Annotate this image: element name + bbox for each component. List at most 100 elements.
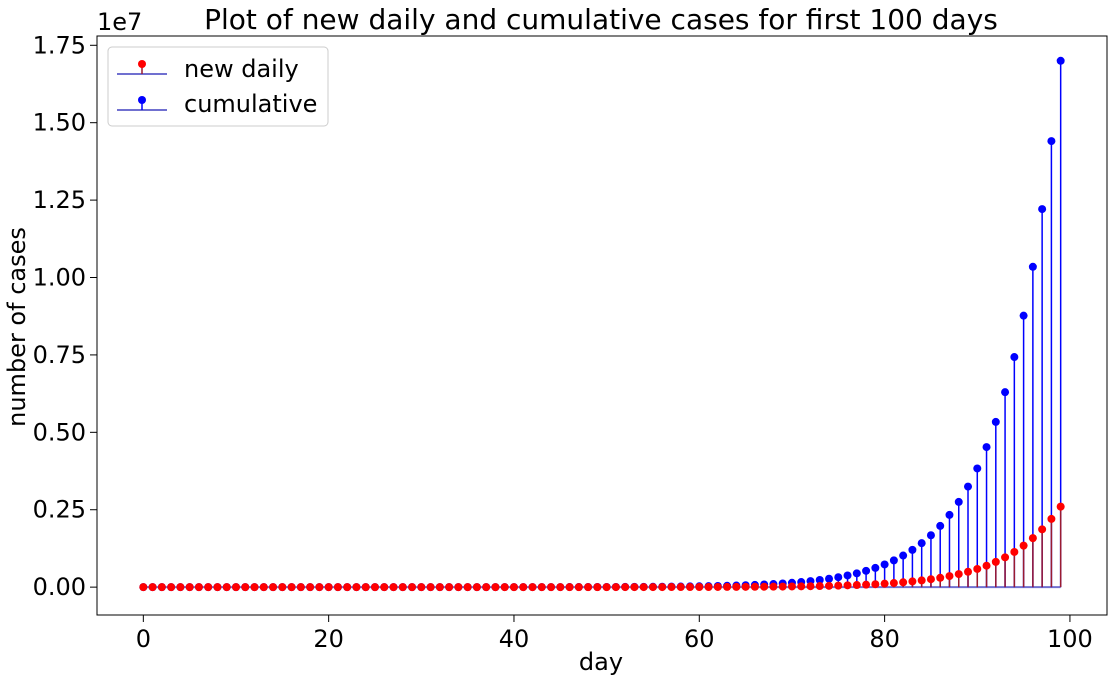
stem-marker	[825, 574, 834, 583]
stem-marker	[991, 417, 1000, 426]
stem-marker	[417, 583, 426, 592]
stem-marker	[574, 583, 583, 592]
stem-marker	[343, 583, 352, 592]
y-tick-label: 1.00	[33, 264, 86, 292]
stem-marker	[834, 573, 843, 582]
stem-marker	[926, 531, 935, 540]
stem-marker	[825, 581, 834, 590]
stem-marker	[194, 583, 203, 592]
stem-marker	[889, 556, 898, 565]
stem-marker	[361, 583, 370, 592]
stem-marker	[241, 583, 250, 592]
stem-marker	[667, 583, 676, 592]
x-tick-label: 100	[1047, 625, 1093, 653]
stem-marker	[917, 576, 926, 585]
stem-marker	[630, 583, 639, 592]
stem-marker	[491, 583, 500, 592]
stem-marker	[435, 583, 444, 592]
stem-marker	[852, 581, 861, 590]
stem-marker	[843, 571, 852, 580]
stem-marker	[1019, 311, 1028, 320]
y-tick-label: 0.50	[33, 418, 86, 446]
x-tick-label: 80	[869, 625, 900, 653]
stem-marker	[1001, 553, 1010, 562]
stem-marker	[852, 569, 861, 578]
stem-marker	[250, 583, 259, 592]
stem-marker	[704, 582, 713, 591]
y-tick-label: 1.50	[33, 109, 86, 137]
stem-marker	[463, 583, 472, 592]
stem-marker	[287, 583, 296, 592]
stem-marker	[213, 583, 222, 592]
stem-marker	[398, 583, 407, 592]
stem-marker	[871, 580, 880, 589]
stem-marker	[889, 579, 898, 588]
stem-marker	[741, 582, 750, 591]
new-daily-series	[139, 502, 1065, 592]
stem-marker	[639, 583, 648, 592]
stem-marker	[769, 582, 778, 591]
stem-marker	[778, 582, 787, 591]
stem-marker	[973, 464, 982, 473]
stem-marker	[936, 573, 945, 582]
stem-marker	[723, 582, 732, 591]
stem-marker	[982, 443, 991, 452]
stem-marker	[333, 583, 342, 592]
stem-marker	[917, 539, 926, 548]
x-tick-label: 0	[136, 625, 151, 653]
stem-marker	[843, 581, 852, 590]
y-tick-label: 1.25	[33, 186, 86, 214]
stem-marker	[991, 557, 1000, 566]
stem-marker	[148, 583, 157, 592]
stem-marker	[454, 583, 463, 592]
y-tick-label: 0.00	[33, 573, 86, 601]
stem-marker	[964, 482, 973, 491]
stem-marker	[686, 583, 695, 592]
stem-marker	[862, 566, 871, 575]
stem-marker	[315, 583, 324, 592]
stem-marker	[954, 497, 963, 506]
stem-marker	[565, 583, 574, 592]
stem-marker	[1019, 541, 1028, 550]
stem-marker	[278, 583, 287, 592]
stem-marker	[389, 583, 398, 592]
stem-marker	[204, 583, 213, 592]
stem-marker	[880, 560, 889, 569]
stem-marker	[658, 583, 667, 592]
legend-cumulative-label: cumulative	[184, 90, 317, 118]
stem-marker	[760, 582, 769, 591]
stem-marker	[593, 583, 602, 592]
y-tick-label: 0.75	[33, 341, 86, 369]
stem-marker	[426, 583, 435, 592]
stem-marker	[954, 570, 963, 579]
stem-marker	[1001, 388, 1010, 397]
stem-marker	[880, 579, 889, 588]
stem-marker	[899, 551, 908, 560]
y-tick-label: 0.25	[33, 496, 86, 524]
stem-marker	[380, 583, 389, 592]
stem-marker	[1028, 534, 1037, 543]
stem-marker	[815, 582, 824, 591]
stem-marker	[806, 582, 815, 591]
stem-marker	[602, 583, 611, 592]
stem-marker	[945, 572, 954, 581]
plot-frame	[96, 35, 1108, 616]
stem-marker	[713, 582, 722, 591]
stem-marker	[528, 583, 537, 592]
stem-marker	[862, 580, 871, 589]
stem-marker	[982, 561, 991, 570]
stem-marker	[695, 583, 704, 592]
legend: new daily cumulative	[107, 46, 329, 127]
stem-marker	[1047, 514, 1056, 523]
stem-marker	[621, 583, 630, 592]
y-axis-label: number of cases	[3, 227, 31, 427]
stem-marker	[908, 545, 917, 554]
stem-marker	[1010, 547, 1019, 556]
stem-marker	[547, 583, 556, 592]
stem-marker	[797, 582, 806, 591]
stem-marker	[732, 582, 741, 591]
stem-marker	[1010, 353, 1019, 362]
x-tick-label: 40	[499, 625, 530, 653]
stem-marker	[296, 583, 305, 592]
